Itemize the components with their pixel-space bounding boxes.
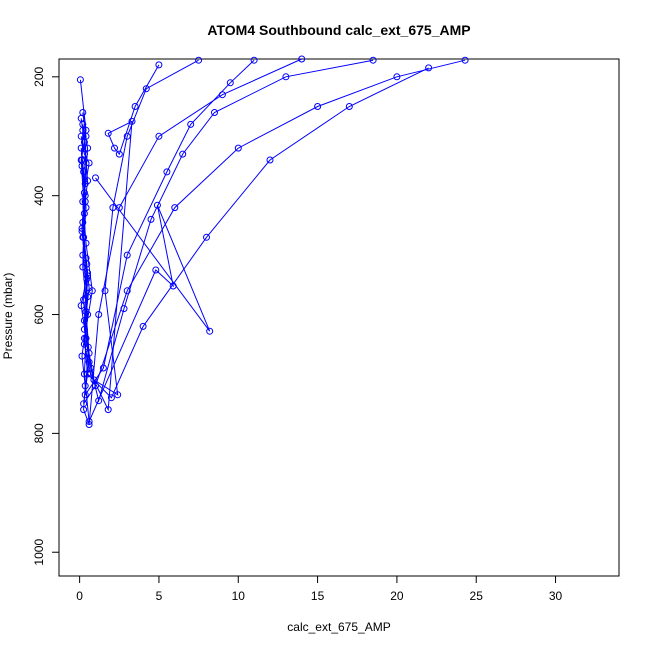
- data-point: [107, 394, 115, 402]
- data-point: [179, 150, 187, 158]
- series-line-8: [81, 59, 199, 396]
- data-point: [282, 73, 290, 81]
- data-point: [85, 418, 93, 425]
- data-point: [95, 311, 103, 318]
- data-point: [234, 144, 242, 152]
- data-point: [90, 376, 98, 384]
- plot-frame: [58, 58, 620, 577]
- data-point: [101, 287, 109, 295]
- x-axis: 0 5 10 15 20 25 30: [76, 575, 563, 603]
- data-point: [155, 61, 163, 69]
- series-line-2: [80, 67, 429, 399]
- data-point: [99, 364, 107, 372]
- data-point: [226, 79, 234, 87]
- y-tick-label: 800: [32, 423, 46, 443]
- series-line-6: [81, 59, 255, 397]
- data-point: [123, 132, 131, 140]
- data-point: [155, 132, 163, 140]
- data-point: [104, 406, 112, 414]
- data-point: [92, 174, 99, 182]
- y-axis: 200 400 600 800 1000: [32, 66, 60, 566]
- data-point: [77, 144, 85, 152]
- data-point: [393, 73, 401, 81]
- data-point: [169, 282, 177, 290]
- y-axis-label: Pressure (mbar): [1, 273, 15, 360]
- data-point: [80, 400, 88, 408]
- data-point: [152, 266, 160, 274]
- data-point: [111, 144, 118, 152]
- data-point: [84, 177, 92, 185]
- series-line-7: [80, 59, 374, 403]
- data-point: [250, 56, 258, 64]
- data-point: [76, 76, 84, 84]
- data-point: [461, 56, 469, 64]
- data-point: [80, 138, 88, 146]
- data-point: [120, 305, 128, 313]
- series-line-3: [81, 59, 466, 404]
- data-point: [139, 322, 147, 330]
- series-line-1: [79, 58, 302, 425]
- x-axis-label: calc_ext_675_AMP: [287, 620, 390, 634]
- data-point: [87, 364, 95, 372]
- data-point: [114, 391, 122, 399]
- chart-title: ATOM4 Southbound calc_ext_675_AMP: [207, 22, 470, 38]
- data-point: [115, 150, 123, 158]
- data-point: [314, 103, 322, 110]
- data-point: [211, 109, 218, 116]
- y-tick-label: 200: [32, 66, 46, 86]
- data-point: [81, 391, 89, 399]
- x-tick-label: 0: [76, 589, 83, 603]
- data-point: [147, 215, 155, 223]
- data-point: [78, 156, 86, 164]
- data-point: [82, 308, 90, 316]
- data-point: [109, 204, 117, 212]
- x-tick-label: 10: [232, 589, 246, 603]
- x-tick-label: 20: [390, 589, 404, 603]
- data-point: [80, 317, 88, 324]
- data-point: [345, 103, 353, 110]
- data-point: [142, 85, 150, 93]
- data-point: [187, 120, 195, 128]
- data-point: [123, 287, 131, 295]
- data-point: [266, 156, 274, 164]
- series-layer: [76, 55, 469, 428]
- data-point: [85, 284, 93, 292]
- data-point: [80, 370, 88, 378]
- data-point: [104, 129, 112, 137]
- data-point: [131, 103, 139, 110]
- data-point: [84, 272, 92, 280]
- data-point: [80, 233, 88, 241]
- x-tick-label: 30: [549, 589, 563, 603]
- data-point: [123, 251, 131, 259]
- y-tick-label: 600: [32, 304, 46, 324]
- data-point: [77, 114, 85, 122]
- data-point: [153, 201, 161, 209]
- data-point: [95, 397, 103, 405]
- x-tick-label: 25: [470, 589, 484, 603]
- data-point: [171, 204, 179, 212]
- data-point: [195, 56, 203, 64]
- series-line-4: [80, 64, 160, 412]
- data-point: [79, 126, 87, 134]
- data-point: [369, 56, 377, 64]
- y-tick-label: 400: [32, 185, 46, 205]
- data-point: [203, 233, 210, 241]
- series-line-5: [80, 165, 211, 424]
- data-point: [79, 218, 87, 226]
- data-point: [206, 327, 214, 335]
- x-tick-label: 15: [311, 589, 325, 603]
- data-point: [85, 349, 93, 357]
- data-point: [81, 192, 89, 200]
- x-tick-label: 5: [156, 589, 163, 603]
- y-tick-label: 1000: [32, 539, 46, 566]
- data-point: [298, 55, 306, 63]
- data-point: [163, 168, 171, 176]
